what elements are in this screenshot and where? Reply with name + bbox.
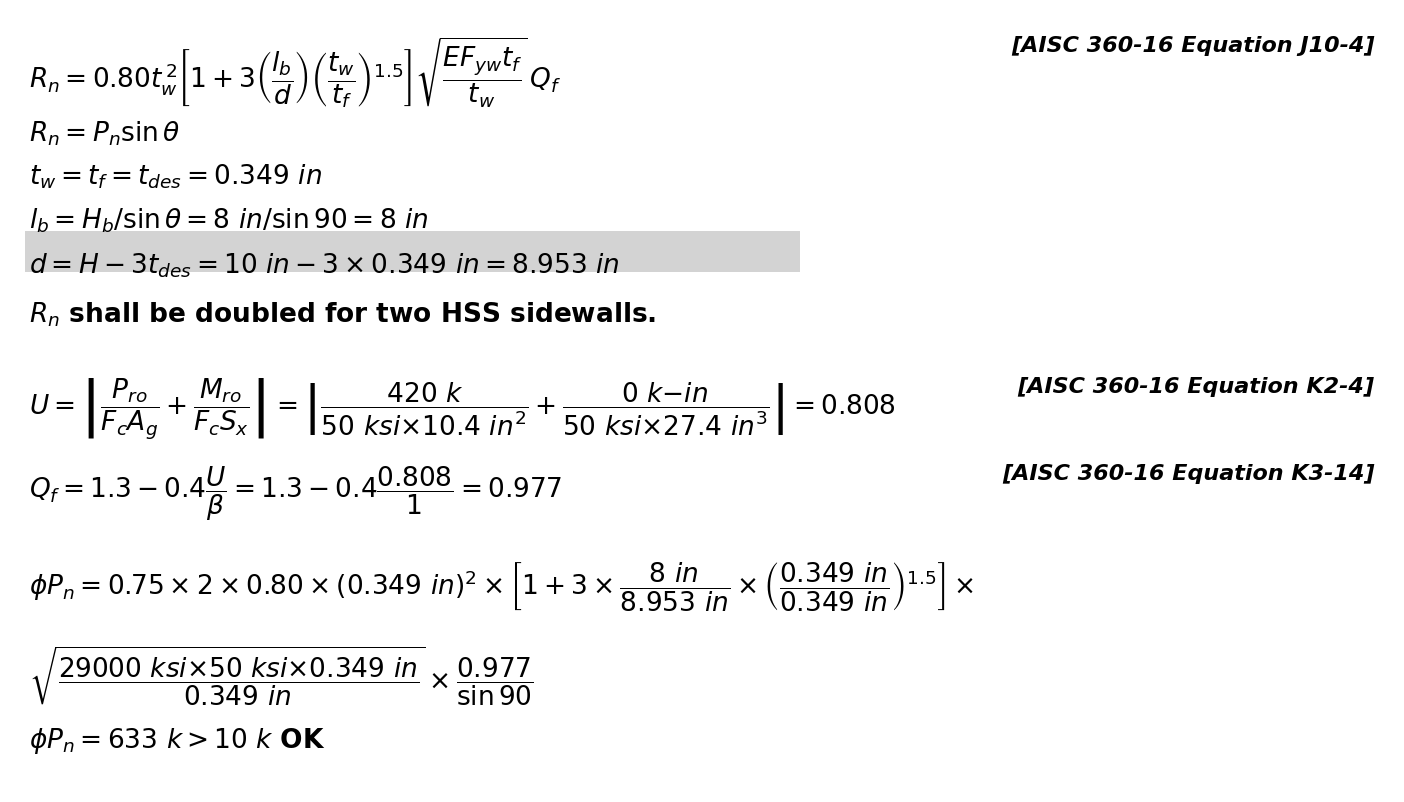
Text: $\phi P_n = 633\ k > 10\ k\ \mathbf{OK}$: $\phi P_n = 633\ k > 10\ k\ \mathbf{OK}$	[29, 727, 326, 756]
Text: [AISC 360-16 Equation K3-14]: [AISC 360-16 Equation K3-14]	[1002, 464, 1375, 484]
Text: $U = \left|\dfrac{P_{ro}}{F_cA_g} + \dfrac{M_{ro}}{F_cS_x}\right| = \left|\dfrac: $U = \left|\dfrac{P_{ro}}{F_cA_g} + \dfr…	[29, 377, 896, 442]
Text: $\phi P_n = 0.75 \times 2 \times 0.80 \times (0.349\ in)^2 \times \left[1 + 3 \t: $\phi P_n = 0.75 \times 2 \times 0.80 \t…	[29, 560, 974, 613]
Text: $\sqrt{\dfrac{29000\ ksi{\times}50\ ksi{\times}0.349\ in}{0.349\ in}} \times \df: $\sqrt{\dfrac{29000\ ksi{\times}50\ ksi{…	[29, 645, 534, 709]
Text: $d = H - 3t_{des} = 10\ in - 3 \times 0.349\ in = 8.953\ in$: $d = H - 3t_{des} = 10\ in - 3 \times 0.…	[29, 252, 621, 280]
Text: $Q_f = 1.3 - 0.4\dfrac{U}{\beta} = 1.3 - 0.4\dfrac{0.808}{1} = 0.977$: $Q_f = 1.3 - 0.4\dfrac{U}{\beta} = 1.3 -…	[29, 464, 563, 523]
Text: $R_n = 0.80t_w^{\,2}\left[1 + 3\left(\dfrac{l_b}{d}\right)\left(\dfrac{t_w}{t_f}: $R_n = 0.80t_w^{\,2}\left[1 + 3\left(\df…	[29, 36, 562, 111]
Text: [AISC 360-16 Equation J10-4]: [AISC 360-16 Equation J10-4]	[1011, 36, 1375, 56]
Text: $t_w = t_f = t_{des} = 0.349\ in$: $t_w = t_f = t_{des} = 0.349\ in$	[29, 163, 323, 192]
Text: $l_b = H_b/\sin\theta = 8\ in/\sin 90 = 8\ in$: $l_b = H_b/\sin\theta = 8\ in/\sin 90 = …	[29, 207, 430, 235]
Text: $R_n = P_n \sin\theta$: $R_n = P_n \sin\theta$	[29, 119, 181, 148]
FancyBboxPatch shape	[25, 231, 800, 273]
Text: $R_n$ shall be doubled for two HSS sidewalls.: $R_n$ shall be doubled for two HSS sidew…	[29, 300, 657, 329]
Text: [AISC 360-16 Equation K2-4]: [AISC 360-16 Equation K2-4]	[1018, 377, 1375, 397]
